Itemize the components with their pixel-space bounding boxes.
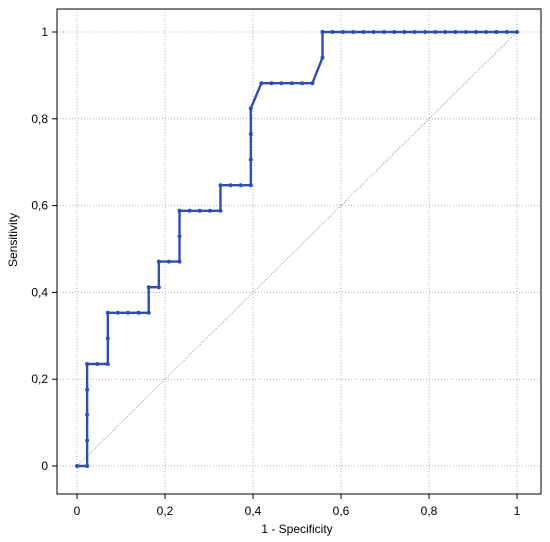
roc-point-11 <box>126 310 131 315</box>
reference-line <box>76 31 518 467</box>
y-axis-label: Sensitivity <box>6 213 20 267</box>
roc-point-54 <box>463 30 468 34</box>
y-tick-label-3: 0,6 <box>31 199 48 213</box>
roc-point-29 <box>248 157 253 162</box>
roc-point-22 <box>197 208 202 213</box>
reference-line-group <box>76 31 518 467</box>
roc-point-15 <box>156 285 161 290</box>
roc-point-26 <box>228 183 233 188</box>
roc-point-25 <box>218 183 223 188</box>
roc-point-14 <box>146 285 151 290</box>
plot-frame <box>56 8 542 495</box>
roc-point-53 <box>453 30 458 34</box>
roc-point-34 <box>279 81 284 86</box>
roc-point-12 <box>136 310 141 315</box>
roc-point-36 <box>300 81 305 86</box>
roc-point-51 <box>433 30 438 34</box>
roc-point-20 <box>177 208 182 213</box>
roc-point-7 <box>105 362 110 367</box>
roc-point-27 <box>238 183 243 188</box>
roc-point-40 <box>320 30 325 34</box>
x-tick-label-0: 0 <box>74 504 81 518</box>
x-axis-label: 1 - Specificity <box>261 522 332 536</box>
roc-point-56 <box>484 30 489 34</box>
y-tick-label-0: 0 <box>41 459 48 473</box>
roc-point-33 <box>269 81 274 86</box>
roc-point-5 <box>85 362 90 367</box>
x-tick-label-5: 1 <box>514 504 521 518</box>
x-tick-label-2: 0,4 <box>245 504 262 518</box>
y-axis-ticks: 0 0,2 0,4 0,6 0,8 1 <box>31 25 57 473</box>
roc-point-30 <box>248 131 253 136</box>
y-tick-label-4: 0,8 <box>31 112 48 126</box>
roc-point-35 <box>289 81 294 86</box>
roc-point-47 <box>392 30 397 34</box>
roc-point-4 <box>85 387 90 392</box>
roc-point-13 <box>146 310 151 315</box>
roc-point-48 <box>402 30 407 34</box>
roc-point-45 <box>371 30 376 34</box>
roc-point-46 <box>382 30 387 34</box>
roc-point-41 <box>330 30 335 34</box>
roc-point-59 <box>515 30 519 34</box>
x-tick-label-1: 0,2 <box>157 504 174 518</box>
roc-point-24 <box>218 208 223 213</box>
roc-point-19 <box>177 234 182 239</box>
x-tick-label-4: 0,8 <box>421 504 438 518</box>
roc-curve-group <box>75 30 519 468</box>
roc-point-17 <box>166 259 171 264</box>
roc-point-8 <box>105 336 110 341</box>
roc-point-16 <box>156 259 161 264</box>
roc-point-58 <box>504 30 509 34</box>
y-tick-label-1: 0,2 <box>31 372 48 386</box>
roc-point-28 <box>248 183 253 188</box>
roc-point-18 <box>177 259 182 264</box>
roc-point-57 <box>494 30 499 34</box>
roc-point-49 <box>412 30 417 34</box>
roc-point-2 <box>85 438 90 443</box>
roc-point-38 <box>320 55 325 60</box>
roc-point-9 <box>105 310 110 315</box>
roc-point-1 <box>85 464 90 468</box>
roc-point-37 <box>310 81 315 86</box>
roc-point-32 <box>259 81 264 86</box>
x-axis-ticks: 0 0,2 0,4 0,6 0,8 1 <box>74 494 521 518</box>
roc-point-55 <box>474 30 479 34</box>
roc-point-42 <box>341 30 346 34</box>
roc-point-6 <box>95 362 100 367</box>
roc-point-23 <box>207 208 212 213</box>
y-tick-label-2: 0,4 <box>31 285 48 299</box>
roc-point-52 <box>443 30 448 34</box>
roc-point-43 <box>351 30 356 34</box>
roc-point-21 <box>187 208 192 213</box>
y-tick-label-5: 1 <box>41 25 48 39</box>
roc-point-10 <box>115 310 120 315</box>
roc-point-31 <box>248 106 253 111</box>
roc-point-50 <box>423 30 428 34</box>
x-tick-label-3: 0,6 <box>333 504 350 518</box>
plot-background <box>57 9 541 494</box>
roc-point-44 <box>361 30 366 34</box>
roc-point-0 <box>75 464 79 468</box>
roc-point-3 <box>85 412 90 417</box>
